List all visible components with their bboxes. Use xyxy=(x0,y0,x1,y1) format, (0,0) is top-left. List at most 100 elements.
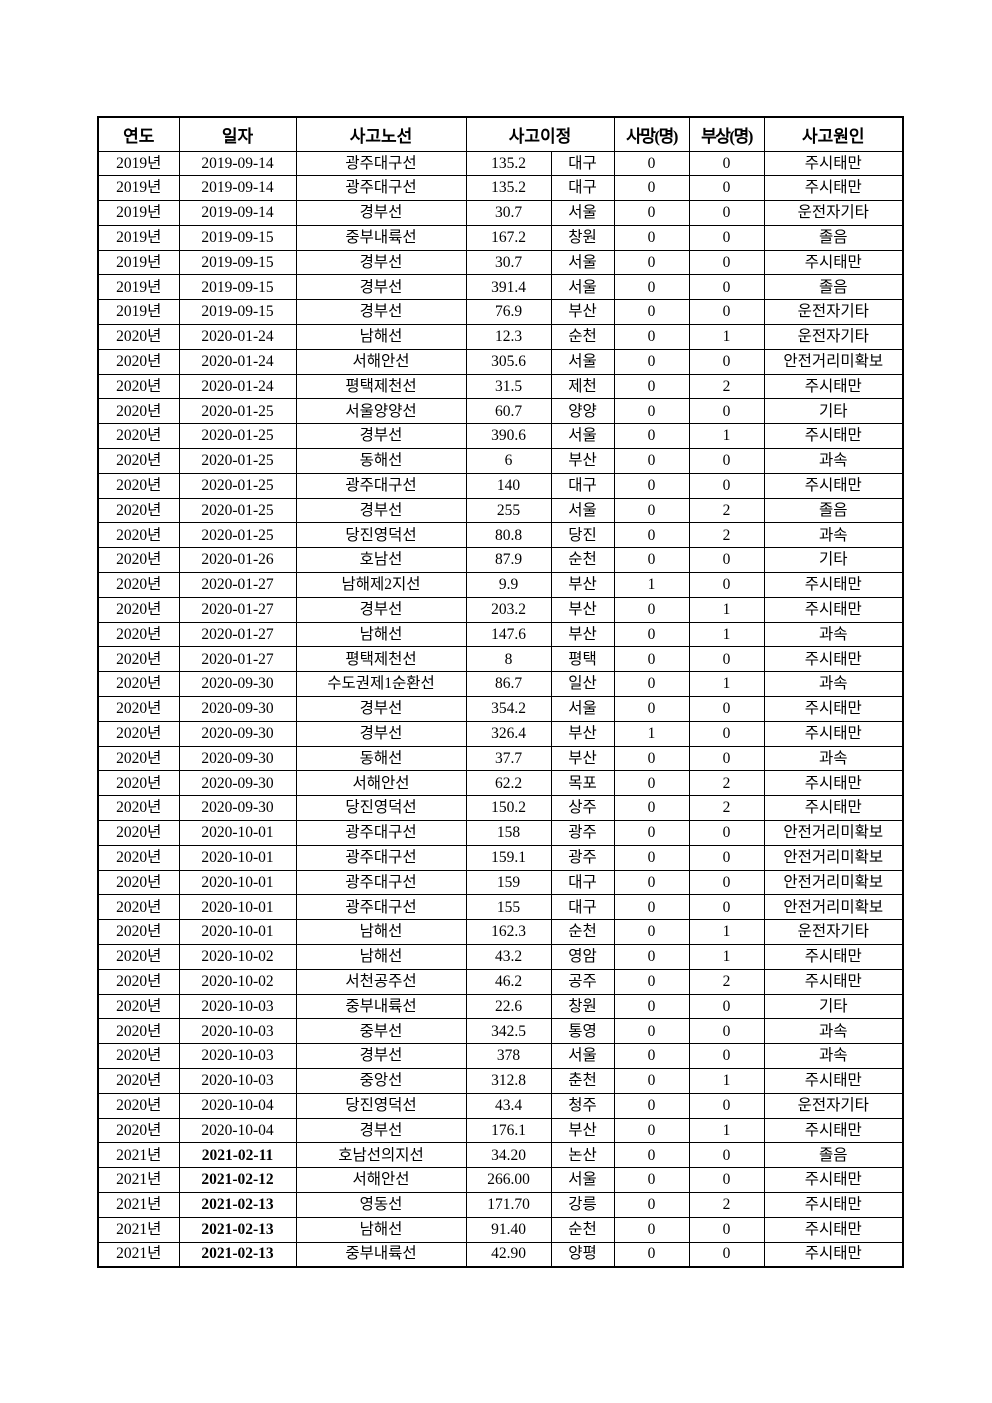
cause-cell: 주시태만 xyxy=(763,720,904,747)
year-cell: 2020년 xyxy=(97,596,180,623)
route-cell: 중부선 xyxy=(295,1018,467,1045)
deaths-cell: 0 xyxy=(613,1191,690,1218)
date-cell: 2021-02-13 xyxy=(178,1191,297,1218)
milepost-location-cell: 목포 xyxy=(550,770,615,797)
route-cell: 남해선 xyxy=(295,919,467,945)
table-row: 2020년 2020-01-27 경부선 203.2 부산 0 1 주시태만 xyxy=(97,596,904,623)
date-cell: 2020-01-27 xyxy=(178,596,297,623)
route-cell: 동해선 xyxy=(295,448,467,474)
injuries-cell: 1 xyxy=(688,621,765,648)
milepost-location-cell: 서울 xyxy=(550,423,615,450)
deaths-cell: 0 xyxy=(613,696,690,722)
col-header-deaths: 사망(명) xyxy=(613,116,690,152)
cause-cell: 과속 xyxy=(763,671,904,698)
date-cell: 2020-10-02 xyxy=(178,944,297,970)
date-cell: 2020-10-01 xyxy=(178,869,297,896)
year-cell: 2020년 xyxy=(97,720,180,747)
route-cell: 서해안선 xyxy=(295,770,467,797)
year-cell: 2020년 xyxy=(97,844,180,871)
date-cell: 2021-02-13 xyxy=(178,1216,297,1243)
cause-cell: 안전거리미확보 xyxy=(763,894,904,921)
cause-cell: 안전거리미확보 xyxy=(763,820,904,846)
table-row: 2020년 2020-01-25 서울양양선 60.7 양양 0 0 기타 xyxy=(97,398,904,425)
route-cell: 평택제천선 xyxy=(295,373,467,400)
deaths-cell: 0 xyxy=(613,448,690,474)
table-row: 2019년 2019-09-15 경부선 76.9 부산 0 0 운전자기타 xyxy=(97,299,904,326)
cause-cell: 주시태만 xyxy=(763,423,904,450)
milepost-km-cell: 60.7 xyxy=(465,398,552,425)
date-cell: 2020-10-01 xyxy=(178,820,297,846)
table-row: 2021년 2021-02-13 영동선 171.70 강릉 0 2 주시태만 xyxy=(97,1191,904,1218)
year-cell: 2020년 xyxy=(97,621,180,648)
milepost-location-cell: 창원 xyxy=(550,993,615,1020)
milepost-location-cell: 부산 xyxy=(550,621,615,648)
cause-cell: 주시태만 xyxy=(763,373,904,400)
milepost-location-cell: 부산 xyxy=(550,299,615,326)
cause-cell: 안전거리미확보 xyxy=(763,348,904,375)
date-cell: 2021-02-13 xyxy=(178,1241,297,1268)
cause-cell: 주시태만 xyxy=(763,795,904,822)
milepost-km-cell: 76.9 xyxy=(465,299,552,326)
cause-cell: 주시태만 xyxy=(763,944,904,970)
route-cell: 호남선의지선 xyxy=(295,1142,467,1169)
injuries-cell: 0 xyxy=(688,224,765,251)
injuries-cell: 2 xyxy=(688,770,765,797)
route-cell: 당진영덕선 xyxy=(295,1092,467,1119)
injuries-cell: 0 xyxy=(688,1241,765,1268)
deaths-cell: 0 xyxy=(613,1117,690,1144)
deaths-cell: 0 xyxy=(613,1043,690,1069)
injuries-cell: 0 xyxy=(688,1167,765,1193)
cause-cell: 주시태만 xyxy=(763,1117,904,1144)
route-cell: 경부선 xyxy=(295,696,467,722)
table-row: 2020년 2020-10-01 광주대구선 159 대구 0 0 안전거리미확보 xyxy=(97,869,904,896)
route-cell: 당진영덕선 xyxy=(295,522,467,549)
route-cell: 광주대구선 xyxy=(295,869,467,896)
milepost-location-cell: 춘천 xyxy=(550,1067,615,1094)
milepost-location-cell: 서울 xyxy=(550,200,615,226)
milepost-location-cell: 영암 xyxy=(550,944,615,970)
milepost-location-cell: 대구 xyxy=(550,869,615,896)
milepost-km-cell: 255 xyxy=(465,497,552,524)
route-cell: 경부선 xyxy=(295,1117,467,1144)
date-cell: 2020-01-27 xyxy=(178,621,297,648)
table-row: 2020년 2020-01-24 서해안선 305.6 서울 0 0 안전거리미확보 xyxy=(97,348,904,375)
table-row: 2020년 2020-09-30 수도권제1순환선 86.7 일산 0 1 과속 xyxy=(97,671,904,698)
deaths-cell: 0 xyxy=(613,547,690,574)
cause-cell: 기타 xyxy=(763,993,904,1020)
table-row: 2020년 2020-01-27 남해선 147.6 부산 0 1 과속 xyxy=(97,621,904,648)
milepost-km-cell: 135.2 xyxy=(465,175,552,202)
year-cell: 2019년 xyxy=(97,224,180,251)
cause-cell: 주시태만 xyxy=(763,249,904,276)
year-cell: 2020년 xyxy=(97,1018,180,1045)
injuries-cell: 2 xyxy=(688,373,765,400)
milepost-km-cell: 159 xyxy=(465,869,552,896)
accident-table-container: 연도 일자 사고노선 사고이정 사망(명) 부상(명) 사고원인 2019년 20… xyxy=(97,116,904,1268)
milepost-location-cell: 서울 xyxy=(550,1043,615,1069)
injuries-cell: 0 xyxy=(688,547,765,574)
cause-cell: 졸음 xyxy=(763,1142,904,1169)
injuries-cell: 0 xyxy=(688,1018,765,1045)
deaths-cell: 0 xyxy=(613,671,690,698)
cause-cell: 졸음 xyxy=(763,224,904,251)
route-cell: 남해선 xyxy=(295,324,467,350)
year-cell: 2020년 xyxy=(97,745,180,772)
milepost-location-cell: 대구 xyxy=(550,472,615,499)
year-cell: 2020년 xyxy=(97,373,180,400)
milepost-km-cell: 266.00 xyxy=(465,1167,552,1193)
year-cell: 2020년 xyxy=(97,497,180,524)
injuries-cell: 0 xyxy=(688,869,765,896)
date-cell: 2020-10-01 xyxy=(178,844,297,871)
injuries-cell: 1 xyxy=(688,423,765,450)
route-cell: 경부선 xyxy=(295,596,467,623)
date-cell: 2020-01-25 xyxy=(178,472,297,499)
table-row: 2021년 2021-02-12 서해안선 266.00 서울 0 0 주시태만 xyxy=(97,1167,904,1193)
milepost-km-cell: 167.2 xyxy=(465,224,552,251)
milepost-km-cell: 147.6 xyxy=(465,621,552,648)
milepost-km-cell: 140 xyxy=(465,472,552,499)
route-cell: 중앙선 xyxy=(295,1067,467,1094)
accident-table-body: 2019년 2019-09-14 광주대구선 135.2 대구 0 0 주시태만 2019년 20… xyxy=(97,150,904,1268)
milepost-location-cell: 서울 xyxy=(550,696,615,722)
year-cell: 2020년 xyxy=(97,448,180,474)
deaths-cell: 0 xyxy=(613,373,690,400)
route-cell: 서해안선 xyxy=(295,348,467,375)
